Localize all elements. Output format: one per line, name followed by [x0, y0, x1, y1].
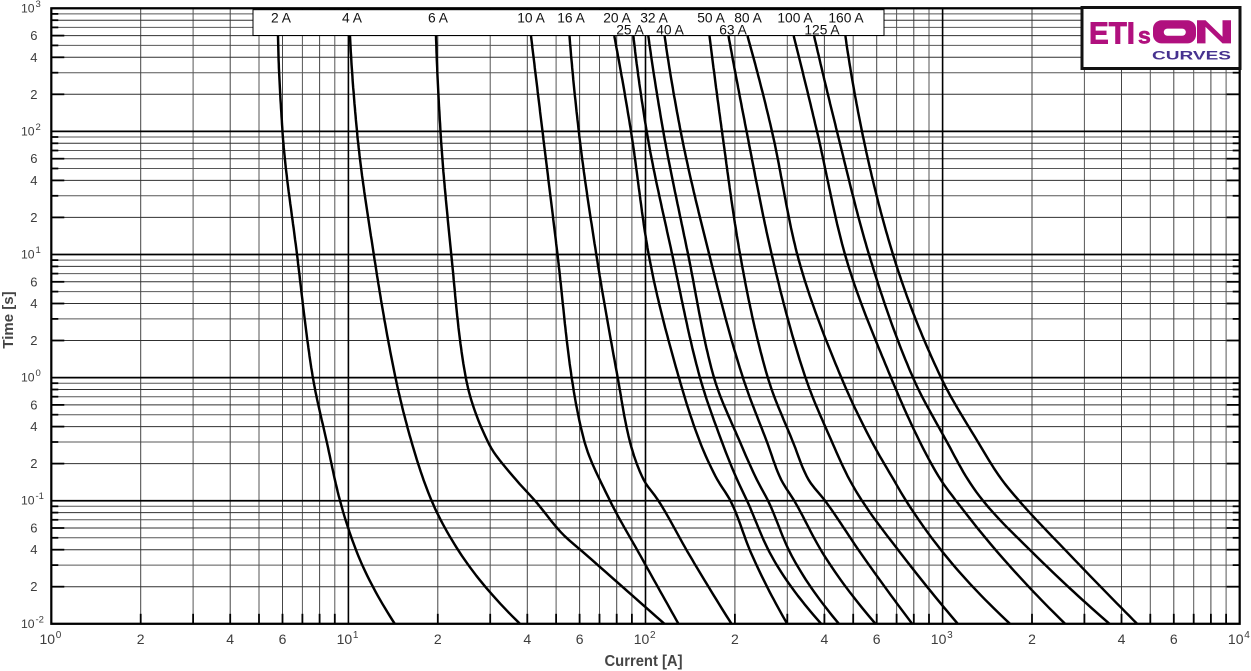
- svg-text:2: 2: [30, 210, 37, 225]
- svg-text:50 A: 50 A: [697, 11, 725, 26]
- svg-text:6: 6: [30, 151, 37, 166]
- svg-text:2 A: 2 A: [271, 11, 292, 26]
- svg-text:10: 10: [21, 494, 35, 508]
- svg-text:4: 4: [30, 173, 37, 188]
- svg-text:6: 6: [30, 521, 37, 536]
- svg-text:ETI: ETI: [1089, 16, 1135, 51]
- svg-text:4: 4: [821, 631, 829, 647]
- svg-text:32 A: 32 A: [640, 11, 668, 26]
- svg-text:2: 2: [1028, 631, 1036, 647]
- svg-text:6: 6: [279, 631, 287, 647]
- svg-text:0: 0: [56, 630, 62, 641]
- svg-text:6: 6: [1170, 631, 1178, 647]
- svg-text:160 A: 160 A: [828, 11, 864, 26]
- svg-text:4: 4: [226, 631, 234, 647]
- svg-text:4: 4: [1244, 630, 1250, 641]
- svg-text:10: 10: [40, 631, 56, 647]
- svg-text:63 A: 63 A: [719, 23, 747, 38]
- svg-text:125 A: 125 A: [804, 23, 840, 38]
- svg-text:6: 6: [30, 397, 37, 412]
- svg-text:3: 3: [36, 0, 41, 10]
- svg-text:10: 10: [21, 371, 35, 385]
- svg-text:10: 10: [931, 631, 947, 647]
- svg-text:4: 4: [1118, 631, 1126, 647]
- svg-text:2: 2: [30, 579, 37, 594]
- svg-text:10: 10: [21, 1, 35, 15]
- svg-text:4: 4: [30, 50, 37, 65]
- svg-text:20 A: 20 A: [603, 11, 631, 26]
- svg-text:4: 4: [30, 296, 37, 311]
- svg-text:2: 2: [30, 87, 37, 102]
- svg-text:6: 6: [30, 28, 37, 43]
- svg-text:4 A: 4 A: [342, 11, 363, 26]
- svg-text:6 A: 6 A: [428, 11, 449, 26]
- svg-text:40 A: 40 A: [656, 23, 684, 38]
- svg-text:s: s: [1138, 23, 1151, 49]
- svg-text:6: 6: [576, 631, 584, 647]
- svg-text:-1: -1: [36, 491, 44, 502]
- svg-text:4: 4: [30, 419, 37, 434]
- svg-text:80 A: 80 A: [734, 11, 762, 26]
- svg-text:2: 2: [36, 122, 41, 133]
- svg-text:2: 2: [137, 631, 145, 647]
- svg-text:10: 10: [1228, 631, 1244, 647]
- svg-text:2: 2: [434, 631, 442, 647]
- svg-text:100 A: 100 A: [777, 11, 813, 26]
- svg-text:CURVES: CURVES: [1152, 49, 1231, 63]
- svg-text:10: 10: [337, 631, 353, 647]
- svg-text:-2: -2: [36, 614, 44, 625]
- svg-text:10: 10: [21, 124, 35, 138]
- svg-text:1: 1: [36, 245, 41, 256]
- svg-text:3: 3: [947, 630, 953, 641]
- svg-text:6: 6: [30, 274, 37, 289]
- svg-text:1: 1: [353, 630, 359, 641]
- svg-text:10 A: 10 A: [517, 11, 545, 26]
- svg-text:16 A: 16 A: [557, 11, 585, 26]
- svg-text:6: 6: [873, 631, 881, 647]
- svg-text:Time [s]: Time [s]: [0, 291, 17, 348]
- svg-text:2: 2: [731, 631, 739, 647]
- svg-text:2: 2: [650, 630, 656, 641]
- svg-text:4: 4: [30, 542, 37, 557]
- svg-text:2: 2: [30, 333, 37, 348]
- svg-text:10: 10: [21, 248, 35, 262]
- svg-text:10: 10: [634, 631, 650, 647]
- svg-text:10: 10: [21, 617, 35, 631]
- svg-text:25 A: 25 A: [616, 23, 644, 38]
- svg-text:Current [A]: Current [A]: [605, 653, 683, 670]
- svg-text:0: 0: [36, 368, 41, 379]
- svg-text:4: 4: [523, 631, 531, 647]
- svg-text:2: 2: [30, 456, 37, 471]
